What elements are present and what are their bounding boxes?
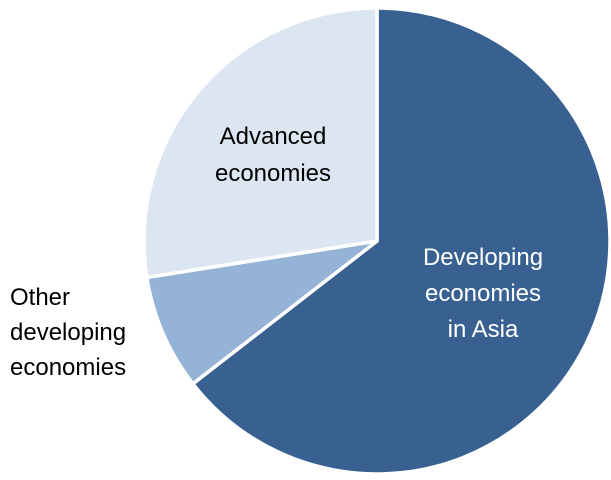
pie-slice-advanced-economies (142, 6, 379, 280)
pie-label-line: economies (215, 160, 331, 187)
pie-label-other-developing-economies: Other developing economies (10, 284, 126, 381)
pie-label-line: Other (10, 284, 70, 311)
pie-slice-developing-economies-in-asia (191, 6, 611, 476)
pie-label-advanced-economies: Advanced economies (215, 123, 331, 187)
pie-label-line: in Asia (448, 316, 519, 343)
pie-label-line: Advanced (220, 123, 327, 150)
pie-slices (142, 6, 611, 476)
pie-label-line: Developing (423, 244, 543, 271)
pie-label-line: developing (10, 319, 126, 346)
pie-label-developing-economies-in-asia: Developing economies in Asia (423, 244, 543, 343)
pie-slice-other-developing-economies (145, 239, 379, 386)
pie-label-line: economies (10, 354, 126, 381)
pie-label-line: economies (425, 280, 541, 307)
pie-labels: Developing economies in Asia Other developin… (10, 123, 543, 381)
